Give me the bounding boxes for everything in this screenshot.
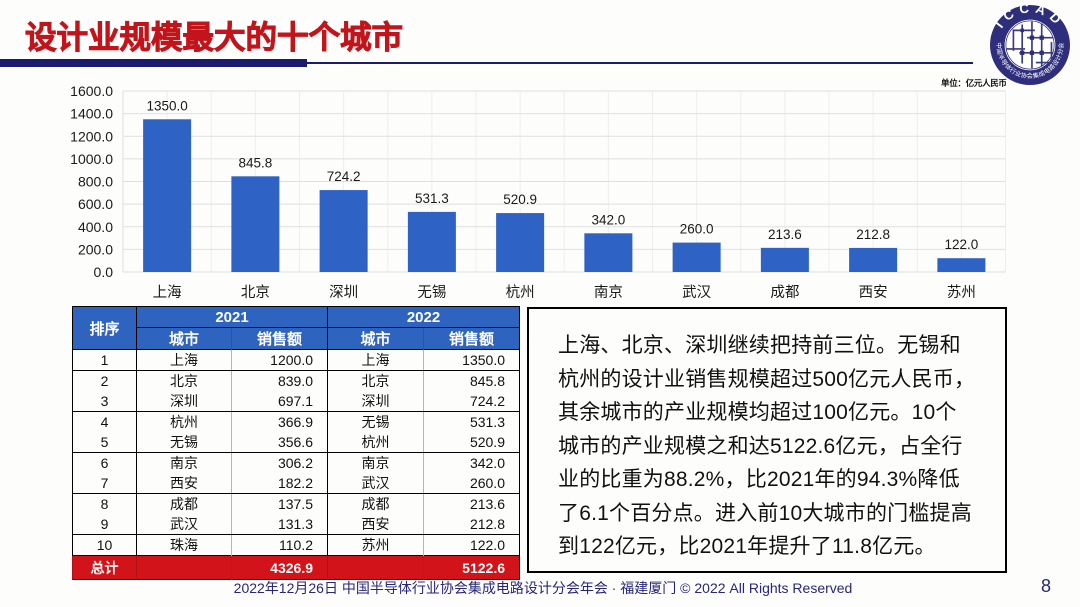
svg-text:北京: 北京	[241, 284, 270, 300]
svg-text:845.8: 845.8	[238, 155, 272, 170]
svg-text:无锡: 无锡	[417, 284, 446, 300]
svg-text:杭州: 杭州	[506, 284, 535, 300]
svg-text:1600.0: 1600.0	[70, 84, 113, 99]
svg-text:西安: 西安	[859, 284, 888, 300]
svg-text:342.0: 342.0	[591, 212, 625, 227]
svg-text:成都: 成都	[770, 284, 799, 300]
svg-text:苏州: 苏州	[947, 284, 976, 300]
svg-text:400.0: 400.0	[78, 219, 113, 235]
svg-text:520.9: 520.9	[503, 192, 537, 207]
svg-text:531.3: 531.3	[415, 191, 449, 206]
svg-text:深圳: 深圳	[329, 284, 358, 300]
svg-text:600.0: 600.0	[78, 196, 113, 212]
svg-text:260.0: 260.0	[680, 222, 714, 237]
svg-text:上海: 上海	[153, 284, 182, 300]
svg-text:212.8: 212.8	[856, 227, 890, 242]
svg-text:122.0: 122.0	[944, 237, 978, 252]
svg-text:1400.0: 1400.0	[70, 106, 113, 122]
svg-text:1350.0: 1350.0	[146, 98, 187, 113]
svg-text:0.0: 0.0	[94, 264, 114, 280]
svg-text:1200.0: 1200.0	[70, 128, 113, 144]
svg-text:1000.0: 1000.0	[70, 151, 113, 167]
svg-text:213.6: 213.6	[768, 227, 802, 242]
svg-text:724.2: 724.2	[327, 169, 361, 184]
svg-text:南京: 南京	[594, 284, 623, 300]
svg-text:武汉: 武汉	[682, 284, 711, 300]
svg-text:800.0: 800.0	[78, 174, 113, 190]
svg-text:200.0: 200.0	[78, 241, 113, 257]
